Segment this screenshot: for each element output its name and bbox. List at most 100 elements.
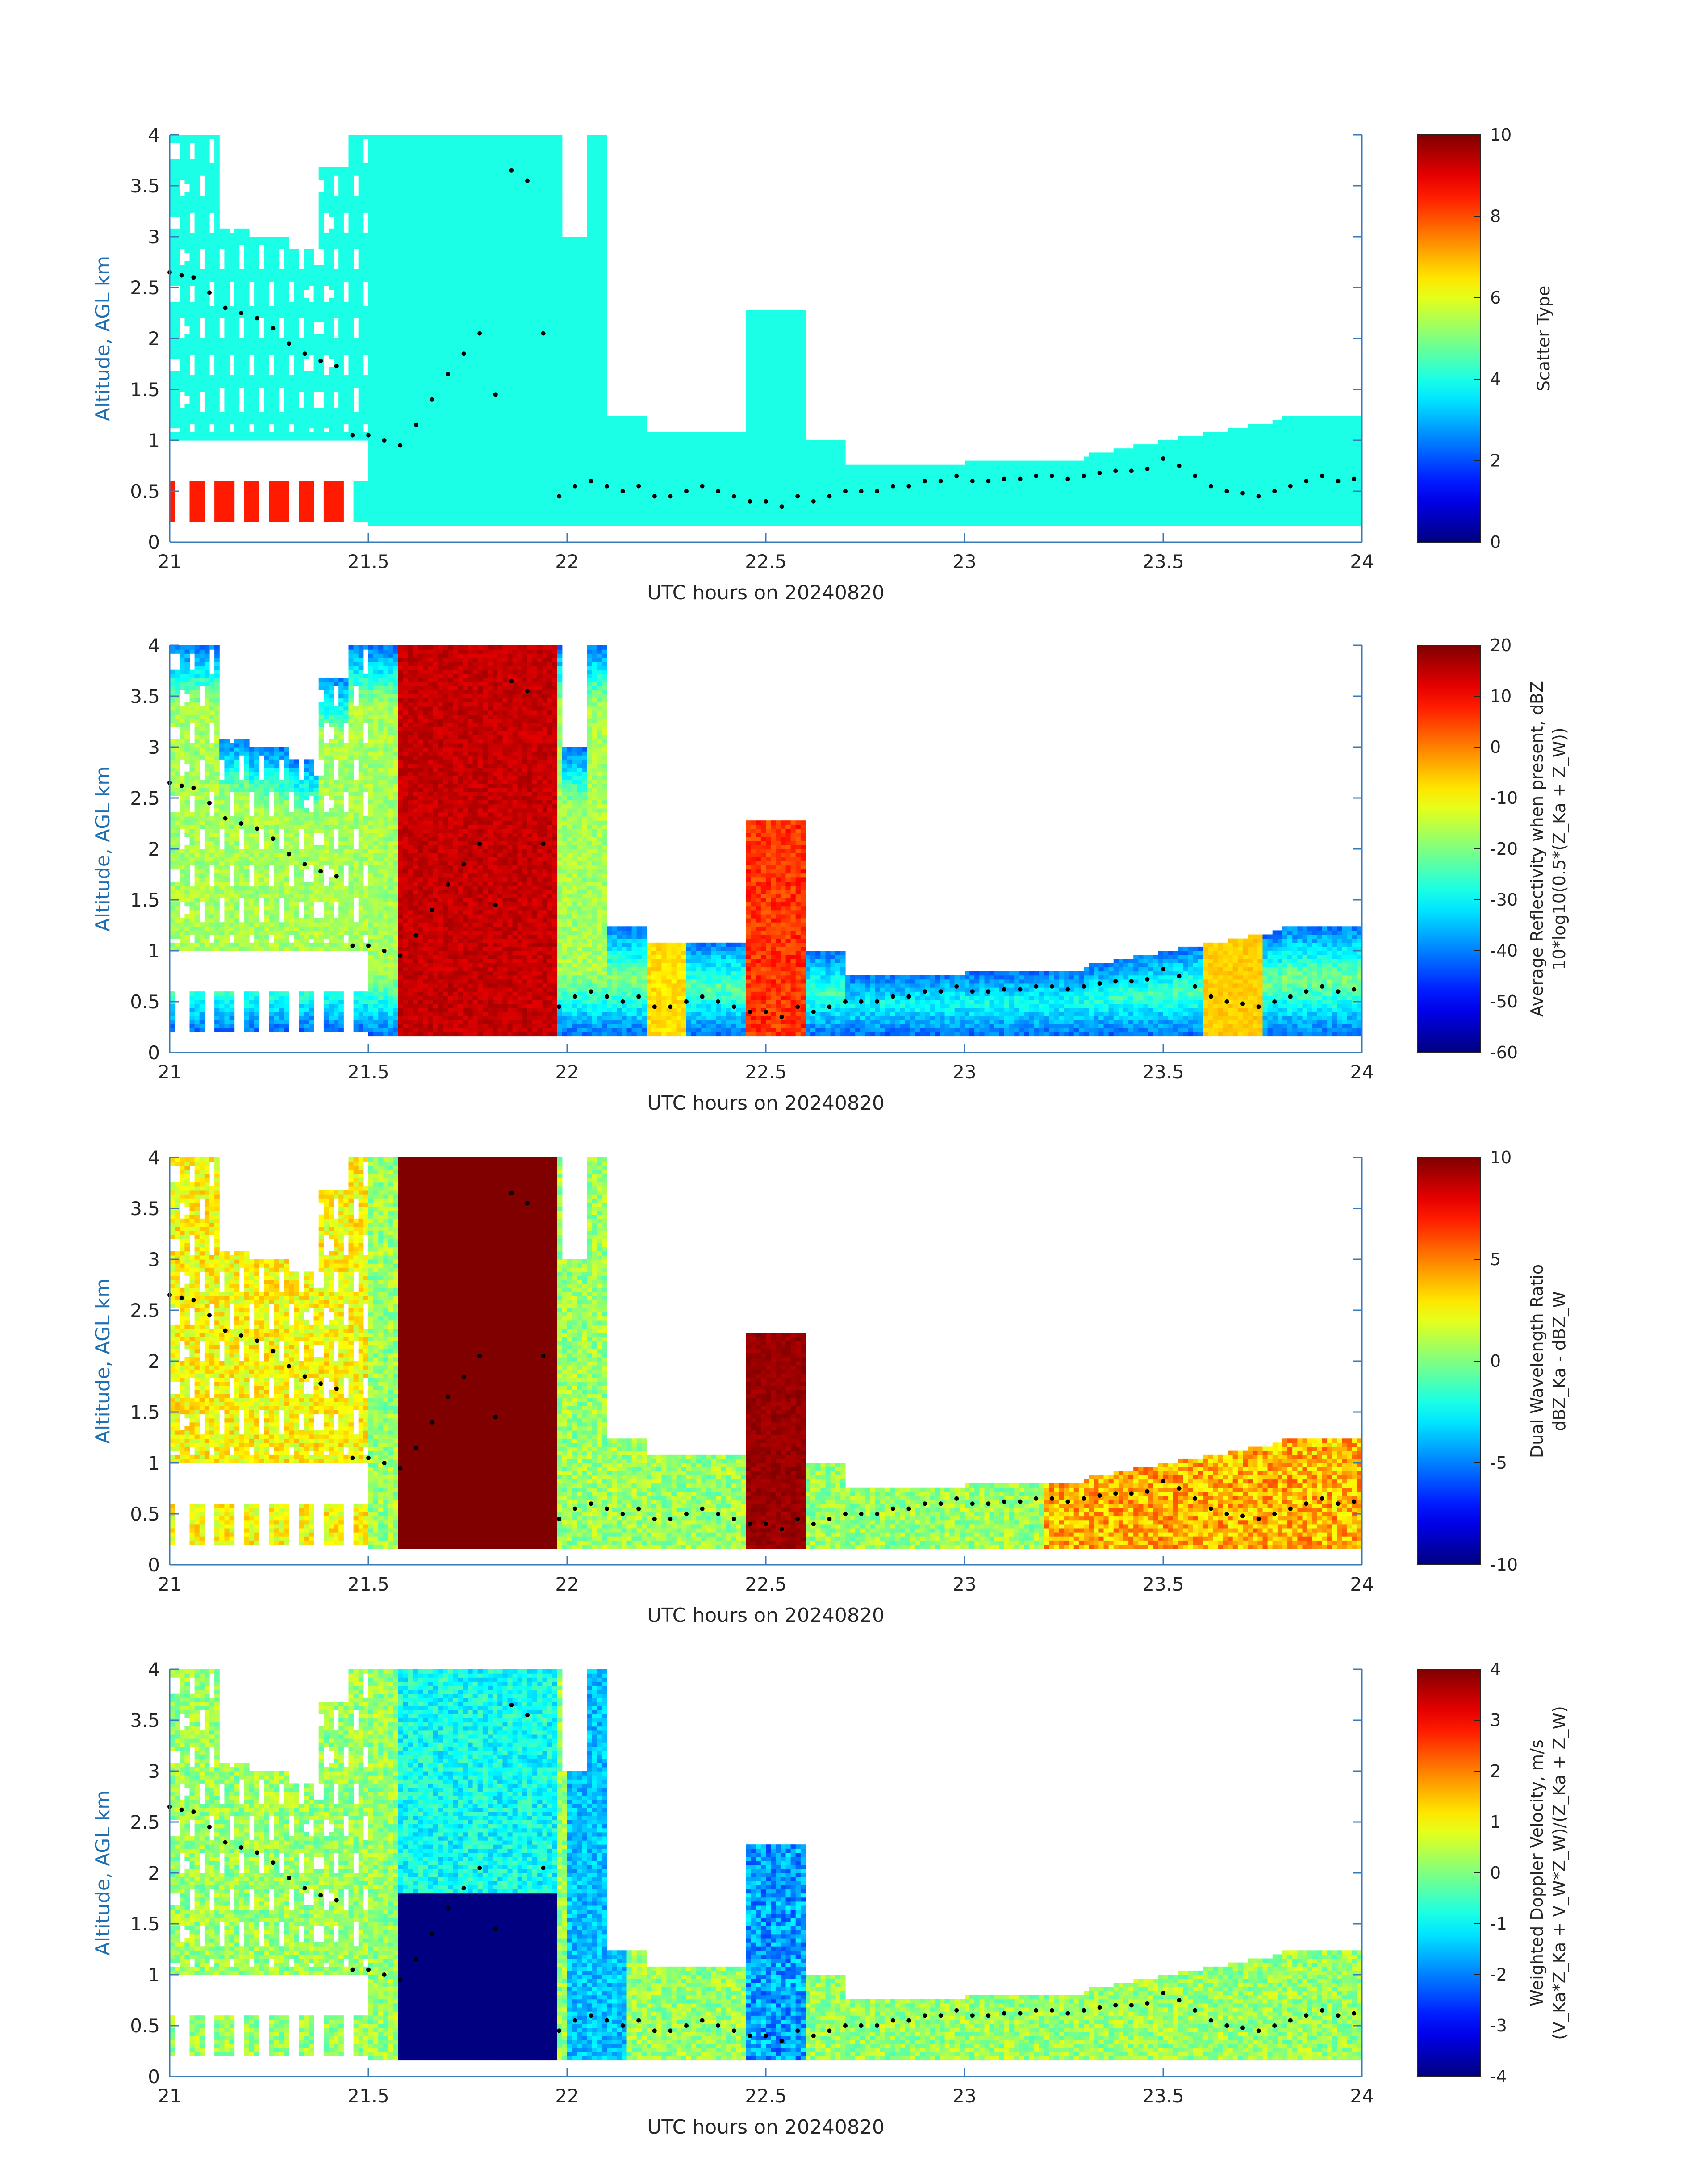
heatmap-cell	[438, 159, 443, 164]
heatmap-cell	[205, 204, 210, 209]
heatmap-cell	[463, 424, 468, 429]
heatmap-cell	[473, 196, 478, 201]
heatmap-cell	[463, 518, 468, 522]
heatmap-cell	[423, 371, 428, 376]
heatmap-cell	[190, 383, 195, 388]
heatmap-cell	[388, 261, 394, 266]
heatmap-cell	[383, 387, 388, 392]
heatmap-cell	[180, 212, 185, 217]
heatmap-cell	[453, 465, 458, 469]
heatmap-cell	[393, 497, 399, 502]
heatmap-cell	[428, 522, 434, 526]
heatmap-cell	[393, 514, 399, 518]
heatmap-cell	[388, 208, 394, 213]
heatmap-cell	[180, 416, 185, 420]
heatmap-cell	[378, 359, 384, 364]
heatmap-cell	[423, 452, 428, 457]
heatmap-cell	[209, 265, 215, 270]
heatmap-cell	[497, 326, 503, 331]
heatmap-cell	[428, 241, 434, 245]
heatmap-cell	[304, 506, 309, 510]
heatmap-cell	[403, 196, 409, 201]
heatmap-cell	[423, 159, 428, 164]
heatmap-cell	[488, 310, 493, 314]
heatmap-cell	[244, 514, 250, 518]
heatmap-cell	[493, 208, 498, 213]
heatmap-cell	[493, 257, 498, 262]
heatmap-cell	[329, 310, 334, 314]
heatmap-cell	[304, 322, 309, 327]
heatmap-cell	[294, 347, 299, 351]
heatmap-cell	[224, 334, 230, 339]
heatmap-cell	[443, 261, 448, 266]
heatmap-cell	[488, 135, 493, 139]
heatmap-cell	[483, 249, 488, 253]
heatmap-cell	[368, 265, 374, 270]
heatmap-cell	[398, 375, 404, 380]
heatmap-cell	[373, 518, 379, 522]
heatmap-cell	[383, 155, 388, 160]
heatmap-cell	[448, 416, 453, 420]
heatmap-cell	[214, 225, 220, 229]
heatmap-cell	[378, 314, 384, 318]
heatmap-cell	[418, 261, 423, 266]
heatmap-cell	[388, 298, 394, 302]
heatmap-cell	[453, 334, 458, 339]
heatmap-cell	[329, 196, 334, 201]
heatmap-cell	[304, 347, 309, 351]
heatmap-cell	[343, 237, 349, 241]
heatmap-cell	[214, 233, 220, 237]
heatmap-cell	[383, 343, 388, 347]
heatmap-cell	[383, 465, 388, 469]
heatmap-cell	[359, 497, 364, 502]
heatmap-cell	[338, 245, 344, 249]
heatmap-cell	[433, 363, 438, 368]
heatmap-cell	[359, 147, 364, 151]
heatmap-cell	[363, 404, 369, 408]
heatmap-cell	[453, 326, 458, 331]
heatmap-cell	[418, 367, 423, 372]
heatmap-cell	[453, 351, 458, 355]
heatmap-cell	[468, 229, 473, 233]
heatmap-cell	[488, 363, 493, 368]
heatmap-cell	[423, 241, 428, 245]
heatmap-cell	[363, 420, 369, 424]
heatmap-cell	[175, 245, 180, 249]
heatmap-cell	[393, 241, 399, 245]
heatmap-cell	[209, 375, 215, 380]
heatmap-cell	[304, 330, 309, 335]
heatmap-cell	[170, 351, 175, 355]
heatmap-cell	[209, 432, 215, 437]
heatmap-cell	[463, 204, 468, 209]
heatmap-cell	[383, 294, 388, 298]
heatmap-cell	[433, 302, 438, 306]
heatmap-cell	[438, 310, 443, 314]
heatmap-cell	[209, 306, 215, 310]
heatmap-cell	[423, 432, 428, 437]
heatmap-cell	[502, 163, 508, 168]
heatmap-cell	[175, 302, 180, 306]
heatmap-cell	[254, 294, 259, 298]
heatmap-cell	[214, 424, 220, 429]
heatmap-cell	[428, 481, 434, 485]
heatmap-cell	[398, 261, 404, 266]
heatmap-cell	[230, 485, 235, 489]
heatmap-cell	[468, 489, 473, 493]
heatmap-cell	[502, 257, 508, 262]
heatmap-cell	[453, 436, 458, 441]
heatmap-cell	[175, 355, 180, 359]
heatmap-cell	[289, 310, 294, 314]
heatmap-cell	[190, 432, 195, 437]
heatmap-cell	[458, 163, 463, 168]
heatmap-cell	[403, 216, 409, 221]
heatmap-cell	[502, 221, 508, 225]
heatmap-cell	[343, 253, 349, 258]
heatmap-cell	[170, 139, 175, 143]
heatmap-cell	[398, 151, 404, 156]
heatmap-cell	[473, 432, 478, 437]
heatmap-cell	[349, 237, 354, 241]
heatmap-cell	[219, 506, 225, 510]
heatmap-cell	[269, 330, 275, 335]
heatmap-cell	[478, 338, 483, 343]
heatmap-cell	[214, 269, 220, 274]
